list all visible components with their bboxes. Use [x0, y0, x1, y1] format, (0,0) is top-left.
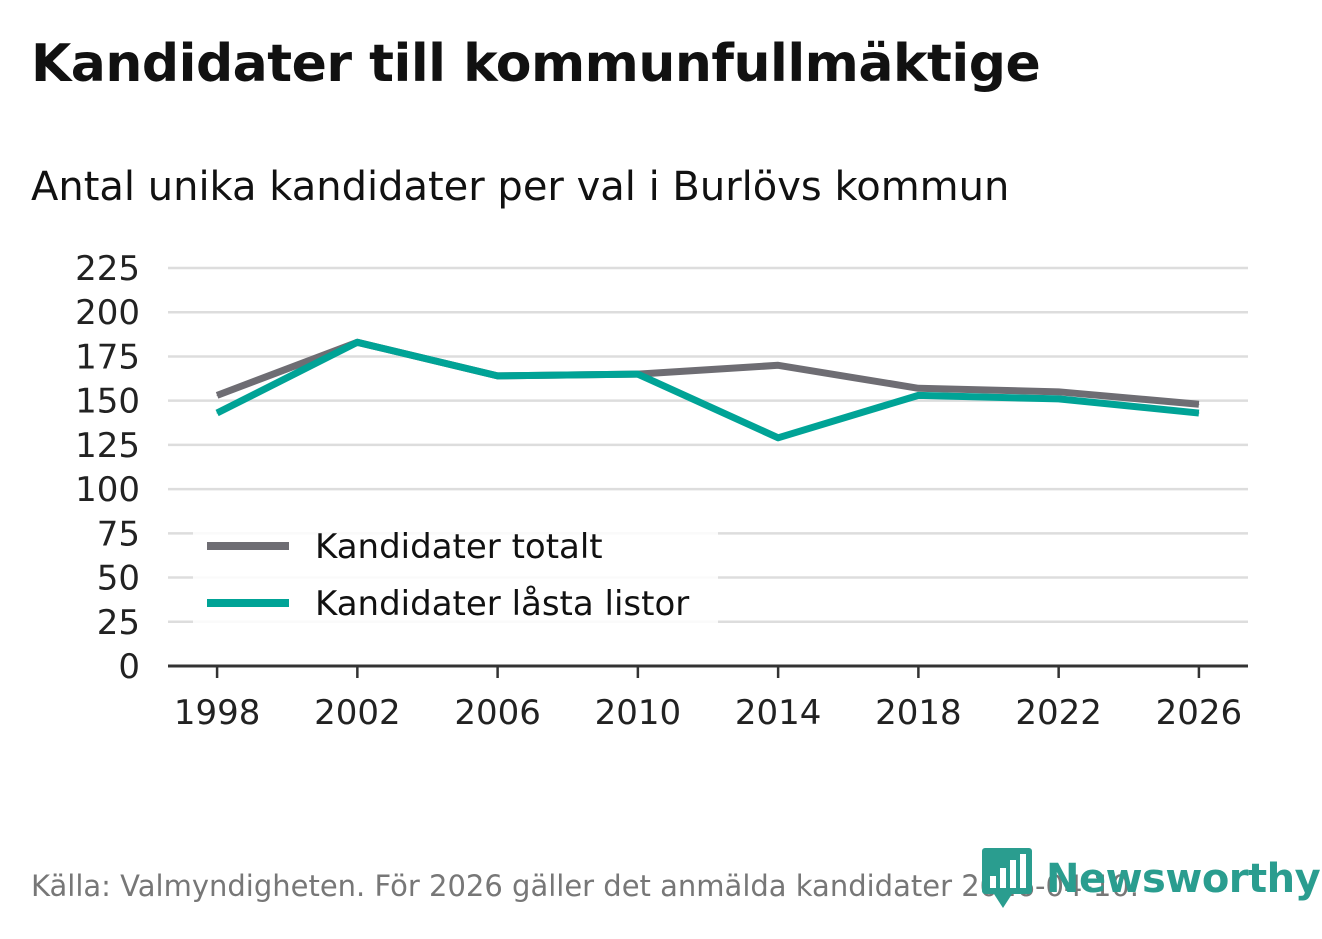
x-tick-label: 1998 — [174, 693, 261, 733]
x-tick-label: 2014 — [735, 693, 822, 733]
data-point — [917, 387, 919, 389]
data-point — [1058, 398, 1060, 400]
legend: Kandidater totalt Kandidater låsta listo… — [193, 520, 718, 628]
y-tick-label: 175 — [75, 337, 140, 377]
data-point — [356, 341, 358, 343]
x-tick-label: 2010 — [595, 693, 682, 733]
y-tick-label: 75 — [97, 514, 140, 554]
data-point — [777, 364, 779, 366]
newsworthy-logo-text: Newsworthy — [1046, 856, 1321, 902]
y-tick-label: 100 — [75, 470, 140, 510]
data-point — [1198, 403, 1200, 405]
legend-label-locked: Kandidater låsta listor — [315, 584, 689, 624]
data-point — [777, 437, 779, 439]
chart-subtitle: Antal unika kandidater per val i Burlövs… — [31, 164, 1010, 210]
newsworthy-logo: Newsworthy — [982, 848, 1321, 910]
chart-title: Kandidater till kommunfullmäktige — [31, 34, 1041, 94]
y-tick-label: 225 — [75, 249, 140, 289]
x-tick-label: 2026 — [1156, 693, 1243, 733]
y-tick-label: 0 — [118, 647, 140, 687]
x-tick-label: 2002 — [314, 693, 401, 733]
data-point — [1058, 391, 1060, 393]
legend-background — [193, 520, 718, 628]
x-axis-ticks: 1998 2002 2006 2010 2014 2018 2022 2026 — [174, 666, 1242, 733]
legend-label-total: Kandidater totalt — [315, 527, 603, 567]
x-tick-label: 2022 — [1015, 693, 1102, 733]
series-line-locked — [215, 338, 1200, 442]
y-tick-label: 25 — [97, 603, 140, 643]
data-point — [1198, 412, 1200, 414]
x-tick-label: 2018 — [875, 693, 962, 733]
y-tick-label: 150 — [75, 382, 140, 422]
data-point — [917, 394, 919, 396]
data-point — [216, 412, 218, 414]
y-tick-label: 50 — [97, 559, 140, 599]
y-tick-label: 200 — [75, 293, 140, 333]
y-tick-label: 125 — [75, 426, 140, 466]
series-lines — [215, 338, 1200, 442]
data-point — [637, 373, 639, 375]
x-tick-label: 2006 — [454, 693, 541, 733]
source-note: Källa: Valmyndigheten. För 2026 gäller d… — [31, 869, 1139, 903]
data-point — [497, 375, 499, 377]
data-point — [216, 394, 218, 396]
series-line-total — [215, 338, 1200, 408]
newsworthy-logo-icon — [982, 848, 1032, 908]
